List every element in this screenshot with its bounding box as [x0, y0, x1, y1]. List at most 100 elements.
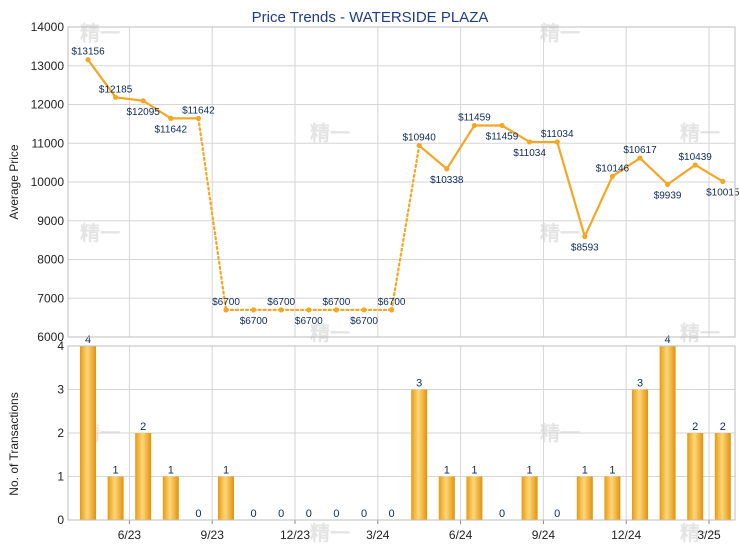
price-data-label: $12095 [127, 107, 161, 118]
price-line [86, 58, 724, 311]
price-data-label: $11642 [154, 124, 187, 135]
bar-value-label: 1 [527, 465, 533, 477]
price-data-label: $10617 [623, 145, 657, 156]
price-line-segment [418, 144, 448, 171]
x-tick-label: 12/23 [280, 528, 310, 542]
price-point [223, 307, 229, 313]
bar-value-label: 3 [416, 378, 422, 390]
bar-value-label: 3 [637, 378, 643, 390]
price-data-label: $10015 [706, 187, 740, 198]
price-point [527, 139, 533, 145]
transactions-y-tick-label: 4 [57, 339, 64, 353]
price-data-label: $13156 [71, 47, 105, 58]
price-line-segment [611, 156, 642, 178]
transaction-bar [135, 433, 152, 520]
bar-value-label: 1 [223, 465, 229, 477]
price-data-label: $11642 [182, 105, 215, 116]
price-point [554, 139, 560, 145]
transaction-bar [632, 389, 648, 520]
transaction-bar [659, 346, 676, 520]
price-point [720, 178, 726, 185]
price-plot-frame [67, 26, 736, 338]
price-data-label: $6700 [322, 297, 350, 308]
price-point [416, 142, 422, 149]
transaction-bar [521, 476, 538, 520]
price-data-label: $6700 [240, 316, 268, 327]
price-point [361, 307, 367, 313]
price-line-segment [500, 124, 531, 144]
price-point [278, 307, 284, 313]
price-data-label: $8593 [571, 243, 599, 254]
transaction-bar [218, 476, 234, 520]
price-y-tick-label: 6000 [37, 330, 64, 344]
price-point [251, 307, 257, 313]
watermark-text: 精一 [680, 521, 720, 545]
bar-value-label: 0 [499, 508, 505, 520]
price-line-segment [114, 96, 145, 102]
bar-value-label: 1 [582, 465, 588, 477]
price-y-tick-label: 11000 [32, 136, 65, 150]
price-y-tick-label: 12000 [31, 98, 65, 112]
price-line-segment [142, 99, 172, 120]
x-tick-label: 9/23 [201, 528, 225, 542]
transaction-bar [107, 476, 124, 520]
x-tick-label: 6/24 [449, 528, 473, 542]
price-point [692, 162, 698, 168]
price-point [168, 115, 174, 121]
price-data-label: $10940 [403, 133, 437, 144]
price-point [140, 98, 146, 104]
bar-value-label: 4 [85, 334, 91, 346]
watermark-text: 精一 [310, 321, 350, 345]
price-line-segment [556, 140, 586, 238]
watermark-text: 精一 [540, 221, 580, 245]
bar-value-label: 0 [333, 508, 339, 520]
bar-value-label: 1 [444, 465, 450, 477]
price-data-label: $11034 [541, 129, 574, 140]
price-labels: $13156 $12185 $12095 $11642 $11642 $6700 $6700… [71, 47, 740, 327]
transaction-bar [162, 476, 179, 520]
bar-value-label: 2 [720, 421, 726, 433]
price-line-segment [445, 124, 476, 171]
bar-value-label: 0 [361, 508, 367, 520]
bar-value-label: 1 [471, 465, 477, 477]
price-y-ticks: 6000 7000 8000 9000 10000 11000 12000 13000 1400… [31, 20, 65, 344]
bar-value-label: 0 [251, 508, 257, 520]
price-line-segment [694, 163, 724, 183]
x-tick-label: 9/24 [532, 528, 556, 542]
price-point [333, 307, 339, 313]
chart-title: Price Trends - WATERSIDE PLAZA [252, 9, 489, 26]
price-line-segment [86, 58, 117, 99]
watermark-text: 精一 [310, 121, 350, 145]
price-point [609, 173, 616, 179]
watermark-text: 精一 [680, 121, 720, 145]
transaction-bar [411, 389, 428, 520]
price-point [195, 115, 201, 121]
bar-value-label: 0 [554, 508, 560, 520]
bar-value-label: 0 [195, 508, 201, 520]
transaction-bars: 4 1 2 1 0 1 0 0 0 0 0 0 3 1 1 0 1 0 1 1 3 4 2 2 [80, 334, 731, 520]
watermark-text: 精一 [680, 321, 720, 345]
watermark-text: 精一 [80, 21, 120, 45]
price-points [85, 57, 726, 313]
price-data-label: $9939 [654, 190, 682, 201]
transaction-bar [687, 433, 704, 520]
transactions-y-tick-label: 1 [57, 470, 64, 484]
price-y-tick-label: 9000 [37, 214, 64, 228]
transaction-bar [438, 476, 455, 520]
price-data-label: $10439 [679, 152, 713, 163]
price-y-tick-label: 10000 [31, 175, 65, 189]
plot-frames [67, 26, 736, 521]
x-ticks: 6/23 9/23 12/23 3/24 6/24 9/24 12/24 3/25 [118, 520, 721, 542]
price-data-label: $10146 [596, 163, 630, 174]
transaction-bar [604, 476, 621, 520]
price-data-label: $12185 [99, 84, 133, 95]
bar-value-label: 1 [168, 465, 174, 477]
transactions-y-tick-label: 0 [57, 513, 64, 527]
price-data-label: $11459 [486, 131, 519, 142]
price-axis-title: Average Price [7, 144, 21, 219]
x-tick-label: 3/25 [697, 528, 721, 542]
watermark-text: 精一 [540, 21, 580, 45]
transactions-axis-title: No. of Transactions [7, 392, 21, 495]
price-line-segment [638, 156, 669, 186]
